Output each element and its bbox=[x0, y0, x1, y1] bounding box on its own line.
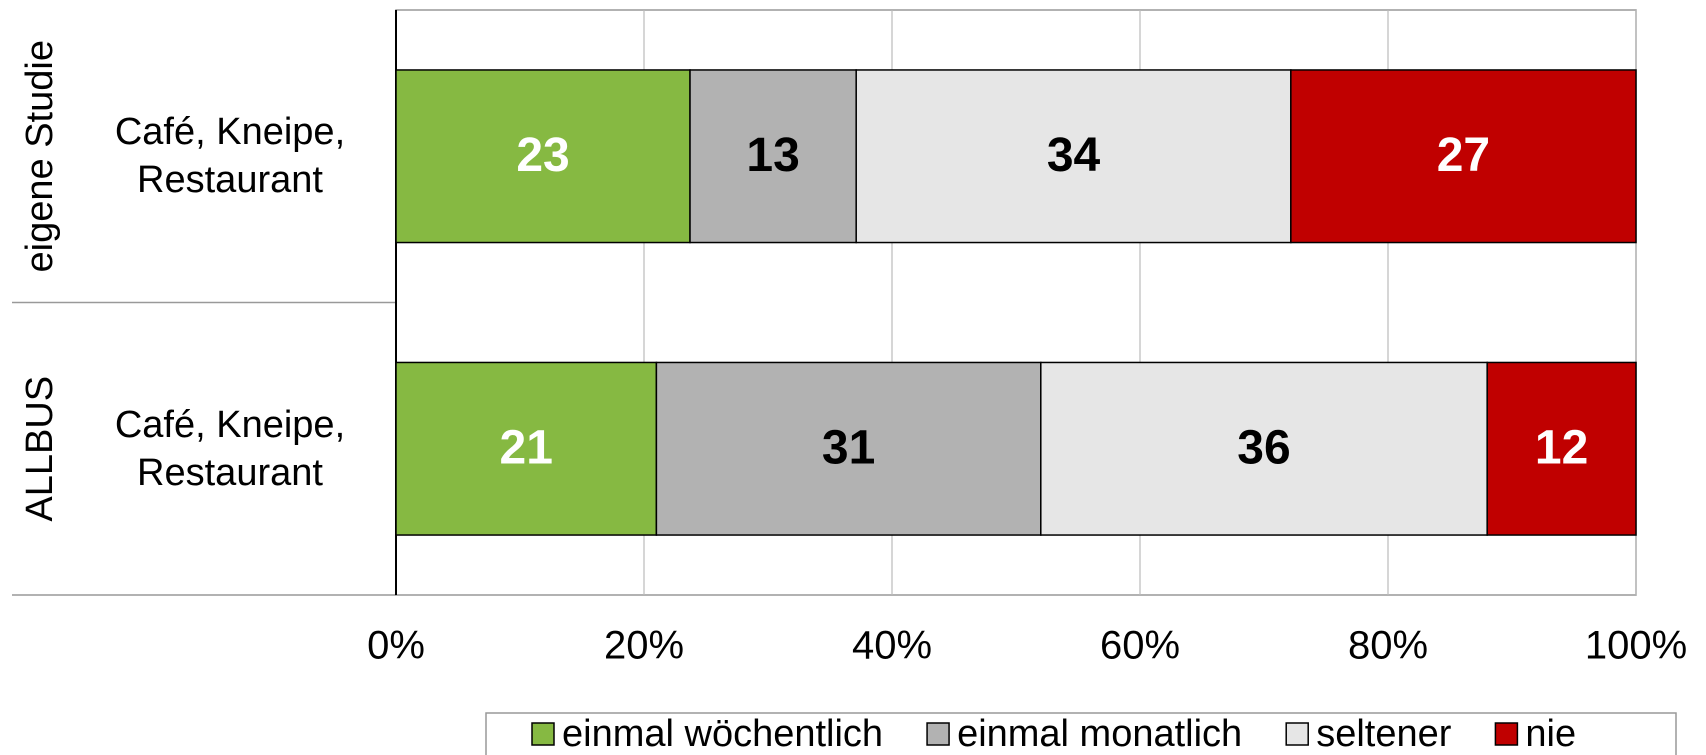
group-label: ALLBUS bbox=[19, 376, 61, 522]
x-tick-label: 80% bbox=[1348, 624, 1428, 668]
legend-swatch bbox=[926, 722, 950, 746]
x-tick-label: 40% bbox=[852, 624, 932, 668]
group-label: eigene Studie bbox=[19, 40, 61, 272]
x-tick-label: 100% bbox=[1585, 624, 1687, 668]
data-label: 27 bbox=[1437, 129, 1490, 182]
bar-segment bbox=[855, 69, 1292, 244]
data-label: 12 bbox=[1535, 421, 1588, 474]
data-label: 31 bbox=[822, 421, 875, 474]
bar-segment bbox=[1486, 361, 1637, 536]
bar-segment bbox=[1040, 361, 1488, 536]
legend-label: seltener bbox=[1316, 713, 1452, 755]
bar-segment bbox=[395, 69, 691, 244]
legend-label: nie bbox=[1525, 713, 1576, 755]
data-label: 21 bbox=[500, 421, 553, 474]
bar-segment bbox=[655, 361, 1042, 536]
x-tick-label: 60% bbox=[1100, 624, 1180, 668]
category-label: Café, Kneipe, Restaurant bbox=[114, 403, 346, 494]
legend-label: einmal monatlich bbox=[957, 713, 1242, 755]
bar-segment bbox=[689, 69, 857, 244]
x-tick-label: 20% bbox=[604, 624, 684, 668]
legend-box bbox=[485, 712, 1677, 755]
legend-swatch bbox=[1285, 722, 1309, 746]
bar-segment bbox=[1290, 69, 1637, 244]
x-tick-label: 0% bbox=[367, 624, 425, 668]
data-label: 23 bbox=[516, 129, 569, 182]
legend-swatch bbox=[1494, 722, 1519, 746]
data-label: 13 bbox=[746, 129, 799, 182]
bar-segment bbox=[395, 361, 658, 536]
category-label: Café, Kneipe, Restaurant bbox=[114, 111, 346, 202]
legend-label: einmal wöchentlich bbox=[562, 713, 883, 755]
data-label: 34 bbox=[1047, 129, 1101, 182]
legend-swatch bbox=[531, 722, 555, 746]
data-label: 36 bbox=[1237, 421, 1290, 474]
